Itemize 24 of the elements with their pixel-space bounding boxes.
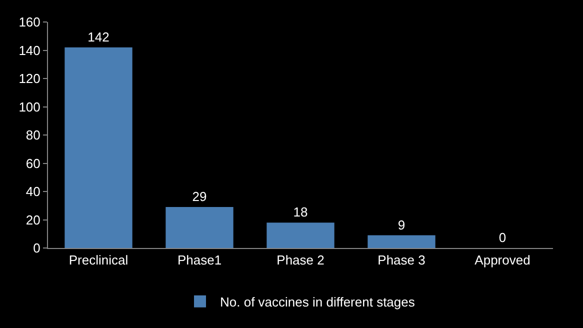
legend-label: No. of vaccines in different stages	[220, 294, 416, 310]
x-tick-label: Approved	[474, 252, 530, 268]
y-tick-label: 20	[26, 212, 40, 228]
bar	[64, 47, 132, 248]
data-label: 142	[88, 29, 110, 44]
y-tick-label: 60	[26, 156, 40, 171]
bar	[266, 222, 334, 248]
y-tick-label: 160	[18, 14, 40, 30]
data-label: 9	[398, 217, 406, 232]
y-tick-label: 140	[18, 42, 40, 58]
x-tick-label: Phase1	[177, 252, 222, 268]
x-tick-label: Phase 3	[378, 252, 426, 268]
data-label: 0	[498, 230, 506, 245]
x-tick-label: Phase 2	[276, 252, 324, 268]
y-tick-label: 40	[26, 184, 40, 200]
x-tick-label: Preclinical	[68, 252, 128, 268]
data-label: 18	[293, 204, 308, 220]
y-tick-label: 0	[33, 240, 40, 256]
bar	[368, 235, 436, 248]
y-tick-label: 100	[18, 99, 40, 114]
bar	[166, 207, 234, 248]
data-label: 29	[192, 189, 207, 204]
y-tick-label: 120	[18, 71, 40, 86]
y-tick-label: 80	[26, 128, 40, 143]
